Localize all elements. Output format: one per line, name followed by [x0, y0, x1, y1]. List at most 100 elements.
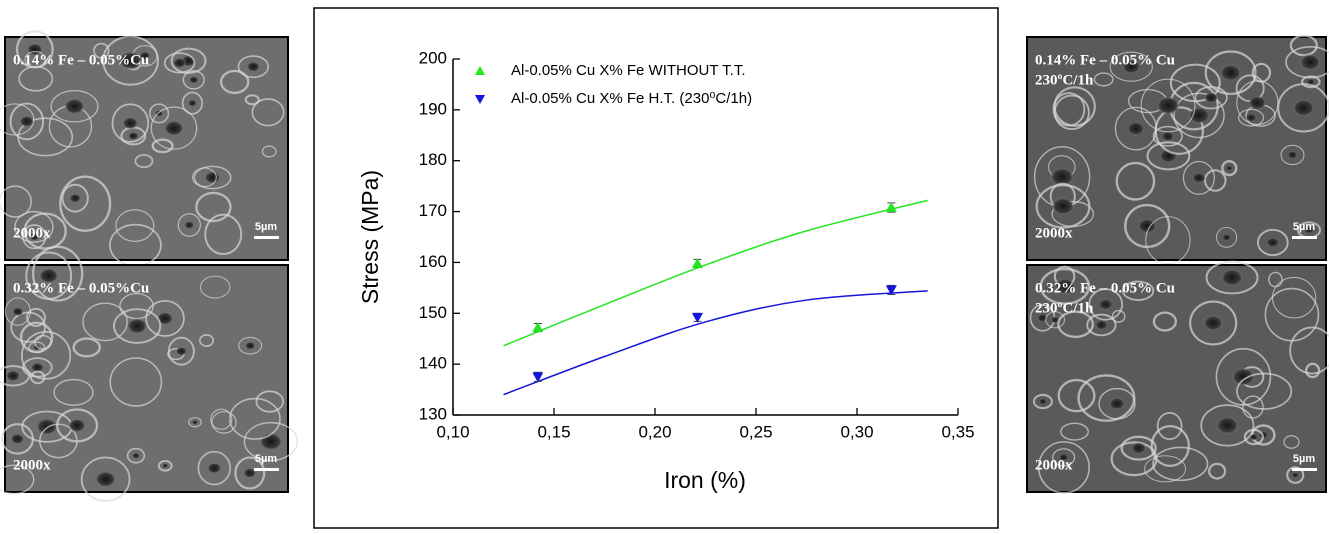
pit [1191, 172, 1206, 184]
legend-marker [475, 66, 485, 75]
magnification: 2000x [1035, 225, 1073, 241]
dimple [1115, 161, 1156, 201]
pit [175, 346, 187, 356]
pit [207, 462, 222, 474]
magnification: 2000x [1035, 457, 1073, 473]
pit [68, 418, 87, 433]
pit [1137, 218, 1158, 234]
pit [1304, 226, 1314, 234]
chart-frame [313, 7, 999, 529]
dimple [115, 209, 155, 242]
pit [5, 370, 21, 382]
dimple [80, 456, 131, 502]
pit [1215, 416, 1240, 435]
dimple [167, 336, 195, 366]
x-tick-label: 0,25 [739, 422, 772, 441]
dimple [25, 251, 73, 300]
pit [35, 418, 59, 436]
data-point [691, 257, 703, 268]
pit [162, 463, 169, 469]
dimple [1300, 75, 1321, 89]
pit [188, 99, 197, 107]
micrograph: 0.32% Fe – 0.05% Cu 230ºC/1h 2000x 5µm [1026, 260, 1329, 494]
y-tick-label: 190 [419, 99, 447, 118]
dimple [1057, 310, 1094, 339]
y-tick-label: 170 [419, 201, 447, 220]
dimple [56, 408, 99, 443]
pit [1204, 92, 1219, 104]
x-tick-label: 0,35 [941, 422, 974, 441]
dimple [1152, 446, 1209, 482]
pit [1291, 472, 1299, 478]
data-point [885, 202, 897, 212]
dimple [229, 397, 281, 440]
pit [1130, 442, 1147, 455]
dimple [1053, 86, 1096, 127]
dimple [19, 321, 54, 354]
dimple [1045, 311, 1066, 329]
scale-bar [254, 236, 279, 239]
dimple [1109, 51, 1153, 82]
pit [189, 76, 199, 84]
dimple [1121, 280, 1155, 301]
dimple [195, 191, 232, 223]
micrograph: 0.14% Fe – 0.05%Cu 2000x 5µm [0, 30, 289, 267]
pit [1219, 63, 1242, 82]
data-point [691, 312, 703, 323]
pit [1292, 98, 1316, 117]
pit [1095, 320, 1108, 330]
dimple [1182, 160, 1215, 195]
pit [1248, 95, 1267, 110]
dimple [261, 145, 277, 158]
micrograph-label: 0.32% Fe – 0.05% Cu [1035, 280, 1175, 296]
dimple [234, 456, 266, 490]
micrograph-image [4, 264, 289, 493]
pit [69, 193, 81, 203]
dimple [182, 70, 205, 90]
pit [1231, 367, 1256, 387]
dimple [4, 297, 31, 326]
dimple [59, 175, 112, 232]
scale-bar-label: 5µm [255, 453, 277, 465]
y-axis-label: Stress (MPa) [357, 170, 383, 304]
dimple [1236, 372, 1293, 410]
y-tick-label: 150 [419, 303, 447, 322]
dimple [31, 245, 84, 302]
dimple [1204, 50, 1257, 95]
micrograph-label: 0.14% Fe – 0.05%Cu [13, 52, 149, 68]
dimple [111, 103, 150, 143]
pit [1220, 268, 1244, 287]
dimple [145, 299, 185, 337]
dimple [1088, 288, 1124, 321]
dimple [1283, 435, 1300, 449]
dimple [82, 302, 128, 342]
pit [1054, 277, 1076, 295]
y-tick-label: 200 [419, 48, 447, 67]
dimple [1221, 160, 1238, 177]
dimple [1111, 309, 1126, 323]
dimple [1144, 455, 1187, 483]
dimple [1286, 466, 1305, 484]
dimple [1242, 395, 1264, 419]
dimple [1146, 141, 1191, 171]
dimple [1173, 92, 1225, 139]
y-tick-label: 180 [419, 150, 447, 169]
dimple [1268, 271, 1283, 288]
pit [172, 57, 187, 69]
dimple [238, 336, 263, 355]
pit [1202, 314, 1224, 332]
pit [204, 171, 221, 184]
pit [184, 221, 195, 229]
pit [29, 232, 40, 241]
data-point [532, 322, 544, 332]
pit [1126, 121, 1146, 136]
scale-bar [1292, 236, 1317, 239]
dimple [1194, 85, 1228, 110]
dimple [177, 213, 201, 237]
dimple [219, 69, 250, 95]
pit [1226, 165, 1233, 171]
dimple [1200, 404, 1255, 447]
pit [38, 267, 59, 284]
pit [1051, 197, 1075, 216]
